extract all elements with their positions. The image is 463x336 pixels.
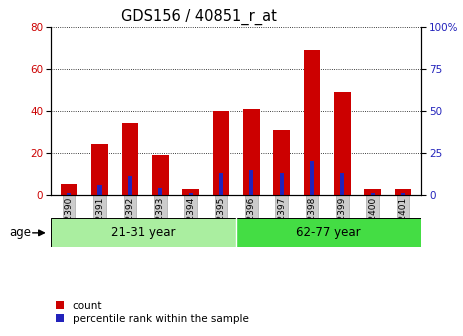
- Text: age: age: [9, 226, 31, 239]
- Bar: [158, 188, 163, 195]
- Bar: [401, 193, 405, 195]
- Bar: [219, 173, 223, 195]
- Bar: [152, 155, 169, 195]
- Bar: [364, 188, 381, 195]
- Bar: [334, 92, 351, 195]
- Bar: [395, 188, 412, 195]
- Bar: [128, 176, 132, 195]
- Bar: [249, 170, 253, 195]
- Bar: [121, 124, 138, 195]
- Bar: [280, 173, 284, 195]
- Text: 62-77 year: 62-77 year: [296, 226, 361, 239]
- Bar: [243, 109, 260, 195]
- Text: 21-31 year: 21-31 year: [111, 226, 176, 239]
- Text: GDS156 / 40851_r_at: GDS156 / 40851_r_at: [121, 8, 277, 25]
- Bar: [182, 188, 199, 195]
- Bar: [340, 173, 344, 195]
- Bar: [67, 193, 71, 195]
- Legend: count, percentile rank within the sample: count, percentile rank within the sample: [56, 301, 249, 324]
- Bar: [61, 184, 77, 195]
- Bar: [304, 50, 320, 195]
- Bar: [97, 185, 101, 195]
- Bar: [188, 193, 193, 195]
- Bar: [273, 130, 290, 195]
- Bar: [236, 218, 421, 247]
- Bar: [213, 111, 229, 195]
- Bar: [310, 161, 314, 195]
- Bar: [371, 193, 375, 195]
- Bar: [91, 144, 108, 195]
- Bar: [51, 218, 236, 247]
